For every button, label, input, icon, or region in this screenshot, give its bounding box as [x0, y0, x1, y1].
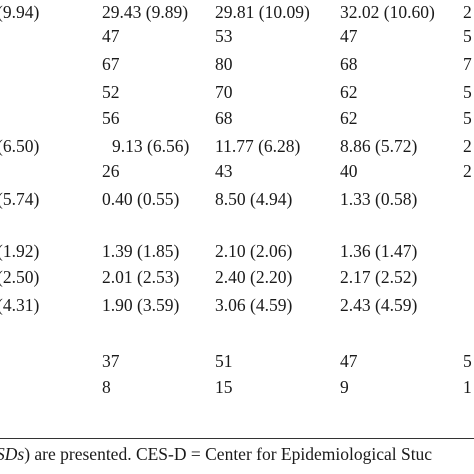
table-cell-col4: 5: [463, 82, 472, 102]
table-cell-col1: 9.13 (6.56): [112, 136, 190, 156]
table-cell-col2: 11.77 (6.28): [215, 136, 301, 156]
table-row: 8 15 9 1: [0, 376, 474, 398]
table-row: (1.92) 1.39 (1.85) 2.10 (2.06) 1.36 (1.47): [0, 240, 474, 262]
table-cell-col1: 47: [102, 26, 120, 46]
table-cell-col0: (6.50): [0, 136, 40, 156]
table-cell-col4: 5: [463, 108, 472, 128]
table-cell-col3: 2.17 (2.52): [340, 267, 418, 287]
table-cell-col1: 1.39 (1.85): [102, 241, 180, 261]
table-cell-col3: 68: [340, 54, 358, 74]
table-cell-col0: (5.74): [0, 189, 40, 209]
table-row: 37 51 47 5: [0, 350, 474, 372]
table-cell-col2: 15: [215, 377, 233, 397]
table-row: 67 80 68 7: [0, 53, 474, 75]
table-row: (4.31) 1.90 (3.59) 3.06 (4.59) 2.43 (4.59): [0, 294, 474, 316]
table-footnote: SDs) are presented. CES-D = Center for E…: [0, 443, 432, 465]
table-cell-col0: (2.50): [0, 267, 40, 287]
table-cell-col1: 67: [102, 54, 120, 74]
table-row: 56 68 62 5: [0, 107, 474, 129]
table-cell-col4: 2: [463, 2, 472, 22]
table-cell-col1: 0.40 (0.55): [102, 189, 180, 209]
table-cell-col4: 2: [463, 136, 472, 156]
table-cell-col1: 37: [102, 351, 120, 371]
table-cell-col2: 70: [215, 82, 233, 102]
footnote-text: ) are presented. CES-D = Center for Epid…: [24, 444, 433, 464]
table-row: (9.94) 29.43 (9.89) 29.81 (10.09) 32.02 (10…: [0, 1, 474, 23]
table-row: 52 70 62 5: [0, 81, 474, 103]
table-cell-col3: 32.02 (10.60): [340, 2, 435, 22]
table-cell-col1: 56: [102, 108, 120, 128]
table-cell-col1: 52: [102, 82, 120, 102]
table-cell-col0: (4.31): [0, 295, 40, 315]
table-cell-col1: 2.01 (2.53): [102, 267, 180, 287]
table-row: 47 53 47 5: [0, 25, 474, 47]
table-cell-col3: 1.36 (1.47): [340, 241, 418, 261]
table-cell-col2: 2.40 (2.20): [215, 267, 293, 287]
table-cell-col2: 51: [215, 351, 233, 371]
table-cell-col3: 2.43 (4.59): [340, 295, 418, 315]
table-cell-col1: 1.90 (3.59): [102, 295, 180, 315]
table-row: (6.50) 9.13 (6.56) 11.77 (6.28) 8.86 (5.72)…: [0, 135, 474, 157]
table-cell-col2: 8.50 (4.94): [215, 189, 293, 209]
table-cell-col3: 9: [340, 377, 349, 397]
table-cell-col2: 2.10 (2.06): [215, 241, 293, 261]
table-row: (2.50) 2.01 (2.53) 2.40 (2.20) 2.17 (2.52): [0, 266, 474, 288]
table-cell-col3: 8.86 (5.72): [340, 136, 418, 156]
table-cell-col2: 80: [215, 54, 233, 74]
table-cell-col0: (9.94): [0, 2, 40, 22]
table-cell-col3: 1.33 (0.58): [340, 189, 418, 209]
table-cell-col2: 68: [215, 108, 233, 128]
table-cell-col3: 62: [340, 108, 358, 128]
table-cell-col1: 29.43 (9.89): [102, 2, 189, 22]
table-cell-col2: 3.06 (4.59): [215, 295, 293, 315]
table-cell-col3: 47: [340, 26, 358, 46]
table-cell-col4: 5: [463, 351, 472, 371]
table-cell-col2: 53: [215, 26, 233, 46]
table-row: (5.74) 0.40 (0.55) 8.50 (4.94) 1.33 (0.58): [0, 188, 474, 210]
table-row: [0, 322, 474, 344]
table-cell-col0: (1.92): [0, 241, 40, 261]
table-cell-col1: 26: [102, 161, 120, 181]
table-cell-col4: 2: [463, 161, 472, 181]
table-row: [0, 214, 474, 236]
table-cell-col3: 40: [340, 161, 358, 181]
table-cell-col4: 5: [463, 26, 472, 46]
table-cell-col2: 29.81 (10.09): [215, 2, 310, 22]
table-cell-col4: 7: [463, 54, 472, 74]
table-cell-col3: 62: [340, 82, 358, 102]
table-cell-col4: 1: [463, 377, 472, 397]
table-cell-col2: 43: [215, 161, 233, 181]
table-cell-col1: 8: [102, 377, 111, 397]
table-bottom-rule: [0, 438, 474, 439]
table-row: 26 43 40 2: [0, 160, 474, 182]
table-cell-col3: 47: [340, 351, 358, 371]
footnote-italic-sds: SDs: [0, 444, 25, 464]
